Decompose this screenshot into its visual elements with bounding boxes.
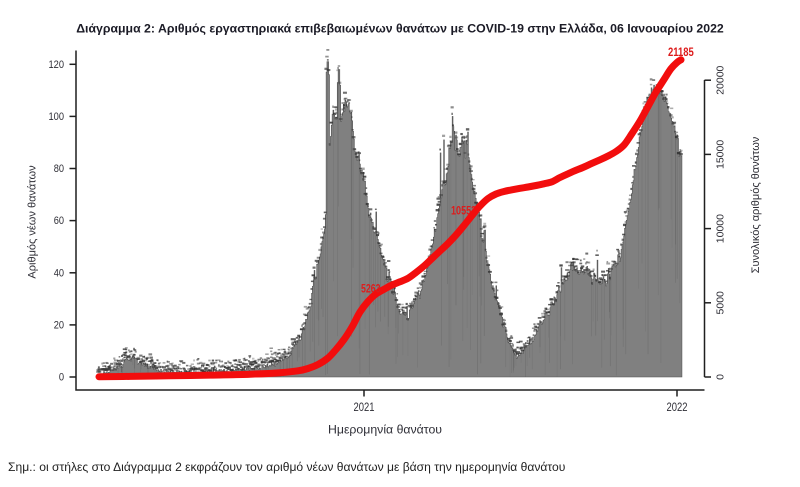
svg-text:40: 40 — [54, 267, 64, 279]
svg-text:120: 120 — [49, 59, 65, 71]
svg-text:0: 0 — [715, 374, 727, 380]
svg-text:5263: 5263 — [361, 282, 381, 296]
svg-text:Διάγραμμα 2: Αριθμός εργαστηρι: Διάγραμμα 2: Αριθμός εργαστηριακά επιβεβ… — [76, 22, 724, 36]
svg-text:60: 60 — [54, 215, 64, 227]
svg-text:5000: 5000 — [715, 291, 727, 315]
svg-text:2022: 2022 — [667, 402, 688, 414]
svg-text:10000: 10000 — [715, 214, 727, 243]
svg-text:2021: 2021 — [354, 402, 375, 414]
svg-text:Σημ.: οι στήλες στο Διάγραμμα: Σημ.: οι στήλες στο Διάγραμμα 2 εκφράζου… — [8, 460, 566, 474]
svg-text:80: 80 — [54, 163, 64, 175]
svg-text:20000: 20000 — [715, 65, 727, 94]
svg-text:Συνολικός αριθμός θανάτων: Συνολικός αριθμός θανάτων — [750, 136, 762, 273]
svg-text:100: 100 — [49, 111, 65, 123]
svg-text:15000: 15000 — [715, 140, 727, 169]
svg-text:0: 0 — [59, 372, 64, 384]
svg-text:Αριθμός νέων θανάτων: Αριθμός νέων θανάτων — [27, 165, 39, 279]
svg-text:20: 20 — [54, 320, 64, 332]
svg-text:Ημερομηνία θανάτου: Ημερομηνία θανάτου — [328, 423, 442, 437]
svg-text:21185: 21185 — [668, 45, 694, 59]
